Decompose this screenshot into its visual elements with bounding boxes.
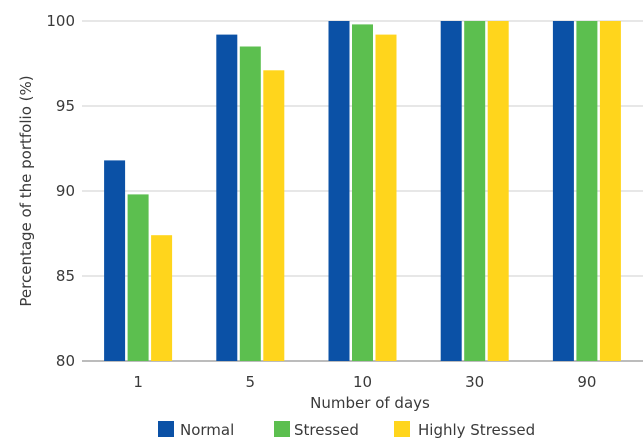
bar-normal-10 bbox=[328, 21, 350, 361]
bar-normal-1 bbox=[104, 160, 126, 361]
legend-swatch-highly-stressed bbox=[394, 421, 410, 437]
bar-highly-stressed-10 bbox=[375, 34, 397, 361]
y-tick-label: 95 bbox=[56, 97, 75, 115]
y-axis-ticks: 80 85 90 95 100 bbox=[46, 12, 75, 370]
bar-highly-stressed-5 bbox=[263, 70, 285, 362]
legend-swatch-stressed bbox=[274, 421, 290, 437]
x-axis-title: Number of days bbox=[310, 394, 430, 412]
x-tick-label: 90 bbox=[577, 373, 596, 391]
bar-normal-90 bbox=[552, 21, 574, 361]
x-tick-label: 30 bbox=[465, 373, 484, 391]
y-tick-label: 90 bbox=[56, 182, 75, 200]
bar-highly-stressed-1 bbox=[151, 235, 173, 361]
y-tick-label: 80 bbox=[56, 352, 75, 370]
legend-label: Highly Stressed bbox=[418, 421, 535, 439]
bar-stressed-30 bbox=[464, 21, 486, 361]
x-tick-label: 5 bbox=[246, 373, 256, 391]
bars bbox=[104, 21, 621, 362]
x-tick-label: 10 bbox=[353, 373, 372, 391]
y-tick-label: 85 bbox=[56, 267, 75, 285]
bar-highly-stressed-30 bbox=[487, 21, 509, 361]
bar-stressed-1 bbox=[127, 194, 149, 361]
legend-swatch-normal bbox=[158, 421, 174, 437]
x-axis-ticks: 1 5 10 30 90 bbox=[133, 373, 596, 391]
bar-highly-stressed-90 bbox=[599, 21, 621, 361]
bar-stressed-5 bbox=[239, 46, 261, 361]
y-axis-title: Percentage of the portfolio (%) bbox=[17, 75, 35, 306]
legend-label: Stressed bbox=[294, 421, 359, 439]
y-tick-label: 100 bbox=[46, 12, 75, 30]
x-tick-label: 1 bbox=[133, 373, 143, 391]
legend: Normal Stressed Highly Stressed bbox=[158, 421, 535, 439]
legend-label: Normal bbox=[180, 421, 234, 439]
bar-stressed-90 bbox=[576, 21, 598, 361]
bar-stressed-10 bbox=[352, 24, 373, 362]
bar-normal-30 bbox=[440, 21, 462, 361]
bar-normal-5 bbox=[216, 34, 238, 361]
